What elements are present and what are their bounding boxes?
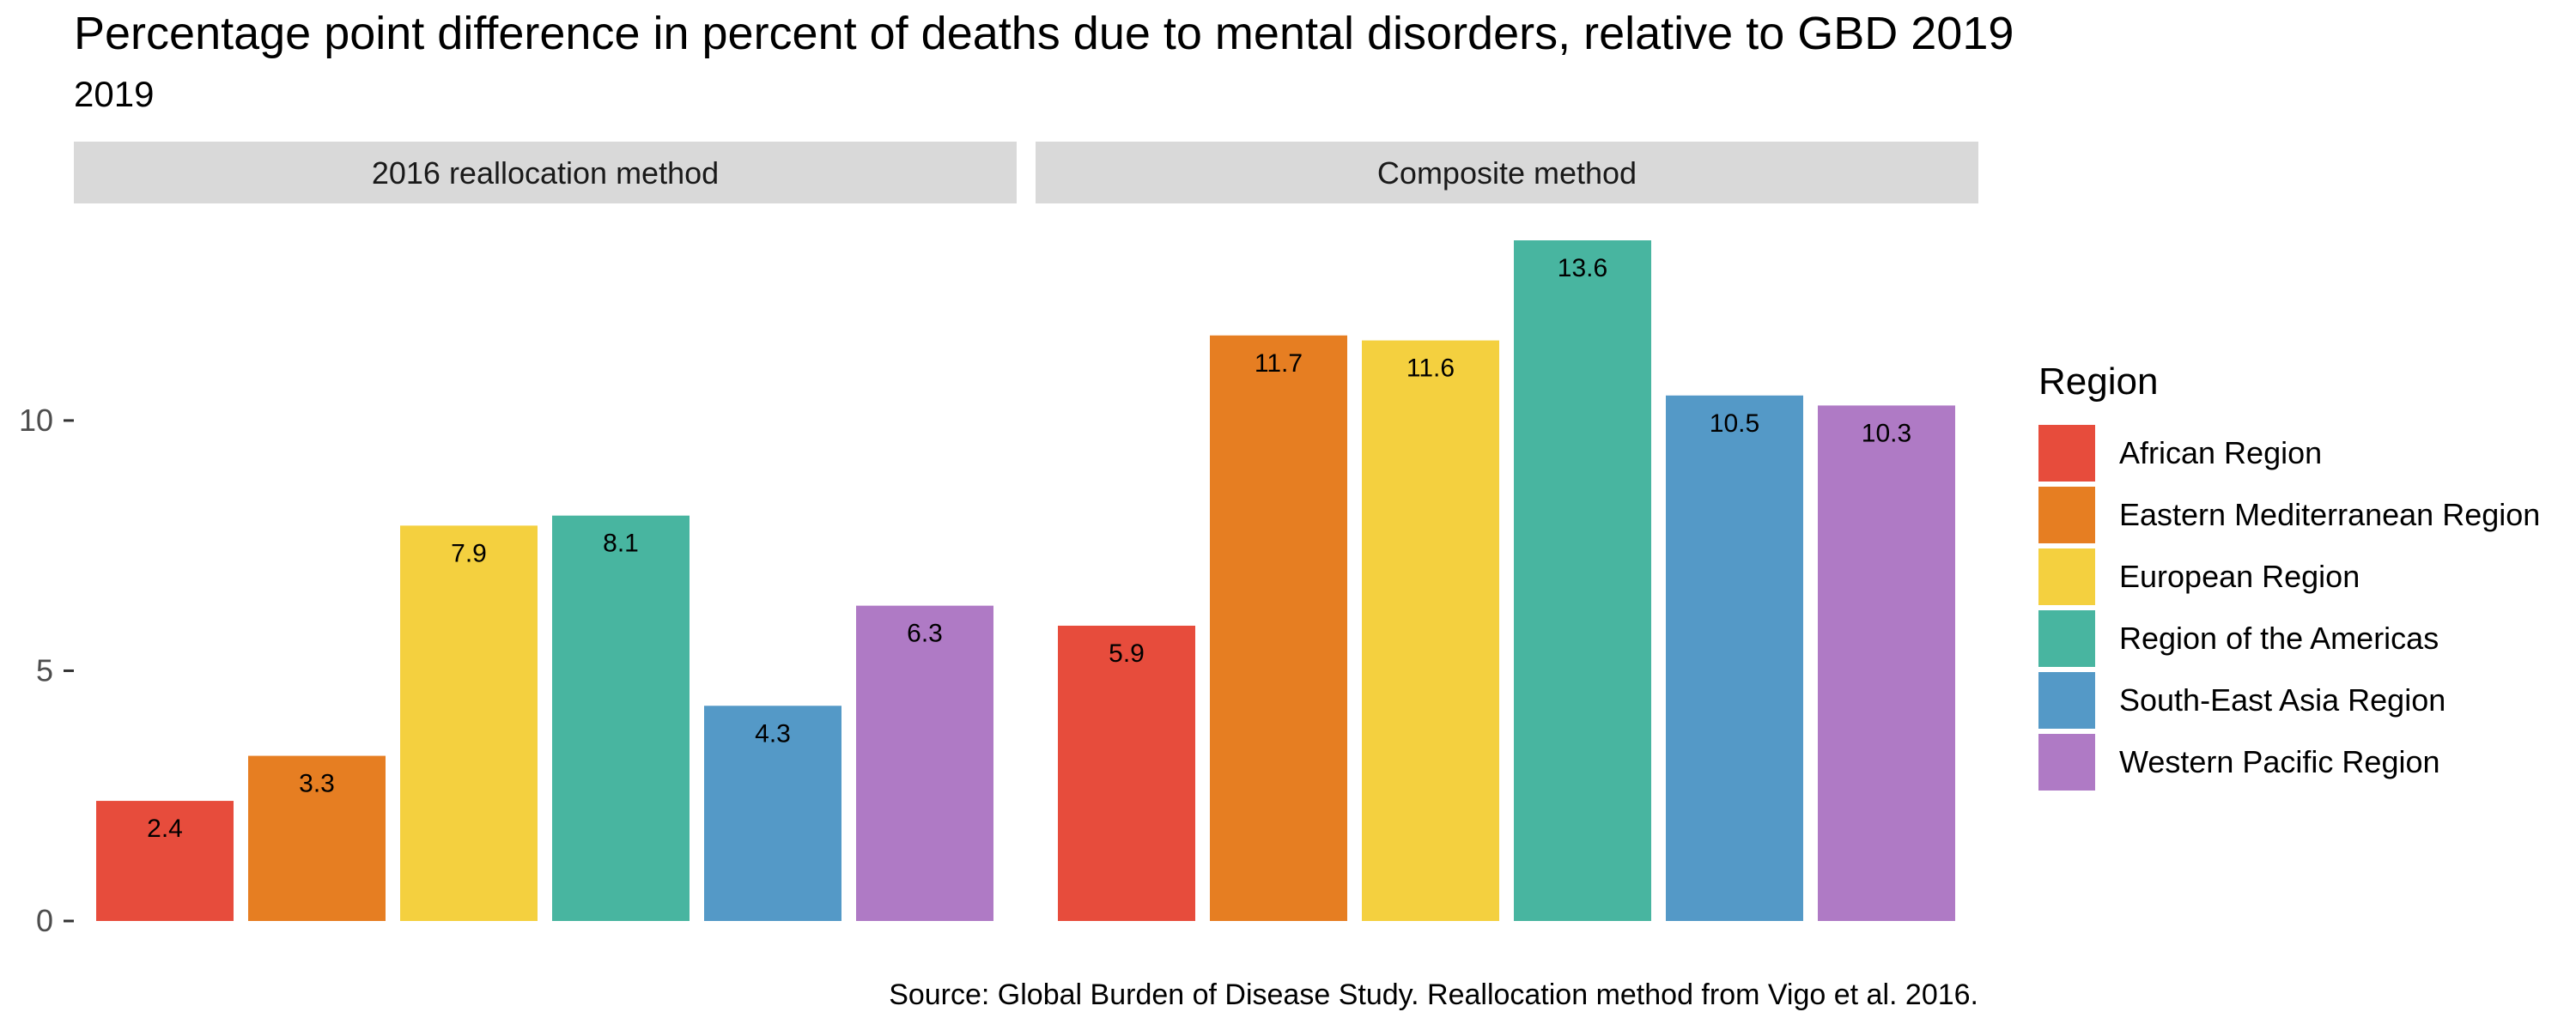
legend-item: South-East Asia Region: [2038, 670, 2540, 731]
legend-label: Eastern Mediterranean Region: [2119, 497, 2541, 532]
legend-key-european-region: [2038, 548, 2095, 605]
legend-item: European Region: [2038, 546, 2540, 608]
legend-item: African Region: [2038, 422, 2540, 484]
legend-key-south-east-asia-region: [2038, 672, 2095, 729]
legend-label: European Region: [2119, 559, 2360, 594]
data-label: 3.3: [299, 770, 335, 798]
legend-label: Western Pacific Region: [2119, 744, 2440, 779]
data-label: 13.6: [1558, 254, 1607, 282]
bar-european-region: [400, 525, 538, 921]
bar-western-pacific-region: [856, 605, 993, 921]
legend-label: Region of the Americas: [2119, 621, 2439, 656]
data-label: 11.6: [1406, 354, 1455, 383]
legend-key-region-of-the-americas: [2038, 610, 2095, 667]
data-label: 8.1: [603, 530, 639, 558]
legend-key-eastern-mediterranean-region: [2038, 487, 2095, 543]
bar-region-of-the-americas: [552, 515, 690, 921]
bar-eastern-mediterranean-region: [248, 755, 386, 921]
legend-title: Region: [2038, 360, 2159, 403]
bar-eastern-mediterranean-region: [1210, 335, 1347, 922]
bar-south-east-asia-region: [704, 706, 841, 921]
y-axis-tick-label: 5: [36, 652, 53, 688]
bar-western-pacific-region: [1818, 405, 1955, 921]
data-label: 11.7: [1255, 349, 1303, 378]
data-label: 4.3: [755, 719, 791, 748]
facet-strip-label: Composite method: [1377, 155, 1637, 191]
legend-item: Western Pacific Region: [2038, 731, 2540, 793]
legend-item: Eastern Mediterranean Region: [2038, 484, 2540, 546]
bar-african-region: [1058, 625, 1195, 921]
bar-african-region: [96, 801, 234, 921]
data-label: 7.9: [451, 539, 487, 567]
bar-european-region: [1362, 340, 1499, 921]
y-axis-tick-label: 0: [36, 903, 53, 938]
y-axis-tick-label: 10: [19, 403, 53, 438]
legend-label: South-East Asia Region: [2119, 682, 2446, 718]
chart-title: Percentage point difference in percent o…: [74, 8, 2014, 59]
data-label: 5.9: [1109, 639, 1145, 668]
data-label: 6.3: [907, 620, 943, 648]
legend-label: African Region: [2119, 435, 2323, 470]
facet-strip-label: 2016 reallocation method: [372, 155, 719, 191]
legend-key-african-region: [2038, 425, 2095, 482]
legend-item: Region of the Americas: [2038, 608, 2540, 670]
chart-subtitle: 2019: [74, 74, 155, 114]
legend-key-western-pacific-region: [2038, 734, 2095, 791]
facet-strip: [74, 142, 1017, 203]
data-label: 2.4: [147, 815, 183, 843]
data-label: 10.3: [1862, 419, 1911, 447]
facet-strip: [1036, 142, 1978, 203]
legend: Region African Region Eastern Mediterran…: [2038, 360, 2540, 793]
chart-caption: Source: Global Burden of Disease Study. …: [889, 978, 1978, 1011]
data-label: 10.5: [1710, 409, 1759, 438]
bar-region-of-the-americas: [1514, 240, 1651, 921]
bar-south-east-asia-region: [1666, 395, 1803, 922]
